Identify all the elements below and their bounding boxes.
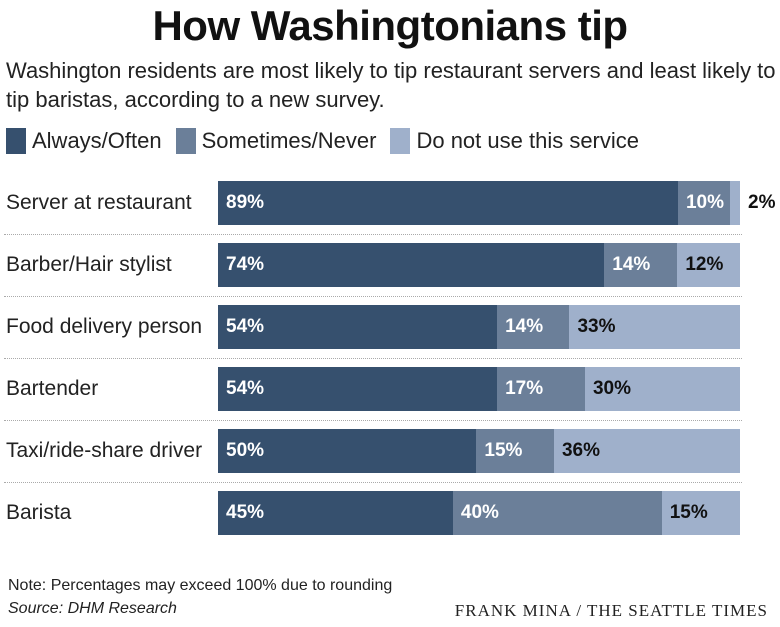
row-divider	[4, 234, 742, 235]
row-divider	[4, 296, 742, 297]
data-label: 33%	[577, 316, 616, 337]
data-label: 54%	[226, 316, 265, 337]
data-label: 15%	[484, 440, 523, 461]
data-label: 40%	[460, 502, 499, 523]
bar-segment	[452, 491, 662, 535]
source: Source: DHM Research	[8, 600, 177, 617]
data-label: 74%	[226, 254, 265, 275]
data-label: 54%	[226, 378, 265, 399]
data-label: 15%	[669, 502, 708, 523]
bar-segment	[677, 181, 730, 225]
row-divider	[4, 420, 742, 421]
chart-subtitle: Washington residents are most likely to …	[6, 58, 776, 112]
credit: FRANK MINA / THE SEATTLE TIMES	[454, 601, 768, 620]
bar-segment	[218, 491, 453, 535]
legend-item: Always/Often	[6, 128, 162, 154]
legend-item: Do not use this service	[390, 128, 639, 154]
legend-label: Always/Often	[32, 128, 162, 153]
data-label: 12%	[685, 254, 724, 275]
bar-segment	[218, 243, 605, 287]
category-label: Taxi/ride-share driver	[6, 439, 203, 462]
chart-title: How Washingtonians tip	[152, 2, 628, 49]
bar-segment	[729, 181, 740, 225]
bar-segment	[218, 367, 498, 411]
data-label: 17%	[505, 378, 544, 399]
note: Note: Percentages may exceed 100% due to…	[8, 577, 393, 594]
data-label: 2%	[748, 192, 776, 213]
data-label: 89%	[226, 192, 265, 213]
data-label: 30%	[592, 378, 631, 399]
legend-label: Sometimes/Never	[201, 128, 377, 153]
category-label: Barista	[6, 501, 72, 524]
category-label: Barber/Hair stylist	[6, 253, 172, 276]
bar-segment	[476, 429, 554, 473]
data-label: 50%	[226, 440, 265, 461]
legend-swatch	[175, 128, 196, 154]
bar-segment	[584, 367, 740, 411]
bar-segment	[569, 305, 740, 349]
bar-segment	[218, 181, 678, 225]
bar-segment	[497, 367, 585, 411]
category-label: Food delivery person	[6, 315, 203, 338]
data-label: 10%	[685, 192, 724, 213]
legend: Always/Often Sometimes/Never Do not use th…	[6, 128, 653, 154]
bar-segment	[677, 243, 740, 287]
row-divider	[4, 482, 742, 483]
data-label: 36%	[561, 440, 600, 461]
bar-segment	[553, 429, 740, 473]
bar-segment	[661, 491, 740, 535]
legend-label: Do not use this service	[416, 128, 639, 153]
category-label: Server at restaurant	[6, 191, 192, 214]
legend-swatch	[390, 128, 411, 154]
bar-segment	[218, 305, 498, 349]
bar-segment	[218, 429, 477, 473]
legend-swatch	[6, 128, 26, 154]
bar-segment	[497, 305, 570, 349]
data-label: 45%	[226, 502, 265, 523]
category-label: Bartender	[6, 377, 99, 400]
data-label: 14%	[612, 254, 651, 275]
legend-item: Sometimes/Never	[175, 128, 377, 154]
row-divider	[4, 358, 742, 359]
bar-segment	[604, 243, 678, 287]
data-label: 14%	[505, 316, 544, 337]
